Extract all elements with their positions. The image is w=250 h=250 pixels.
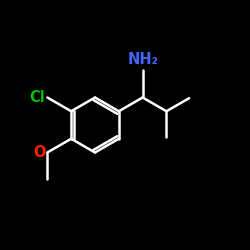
Text: O: O [34, 145, 46, 160]
Text: NH₂: NH₂ [127, 52, 158, 67]
Text: Cl: Cl [30, 90, 45, 105]
